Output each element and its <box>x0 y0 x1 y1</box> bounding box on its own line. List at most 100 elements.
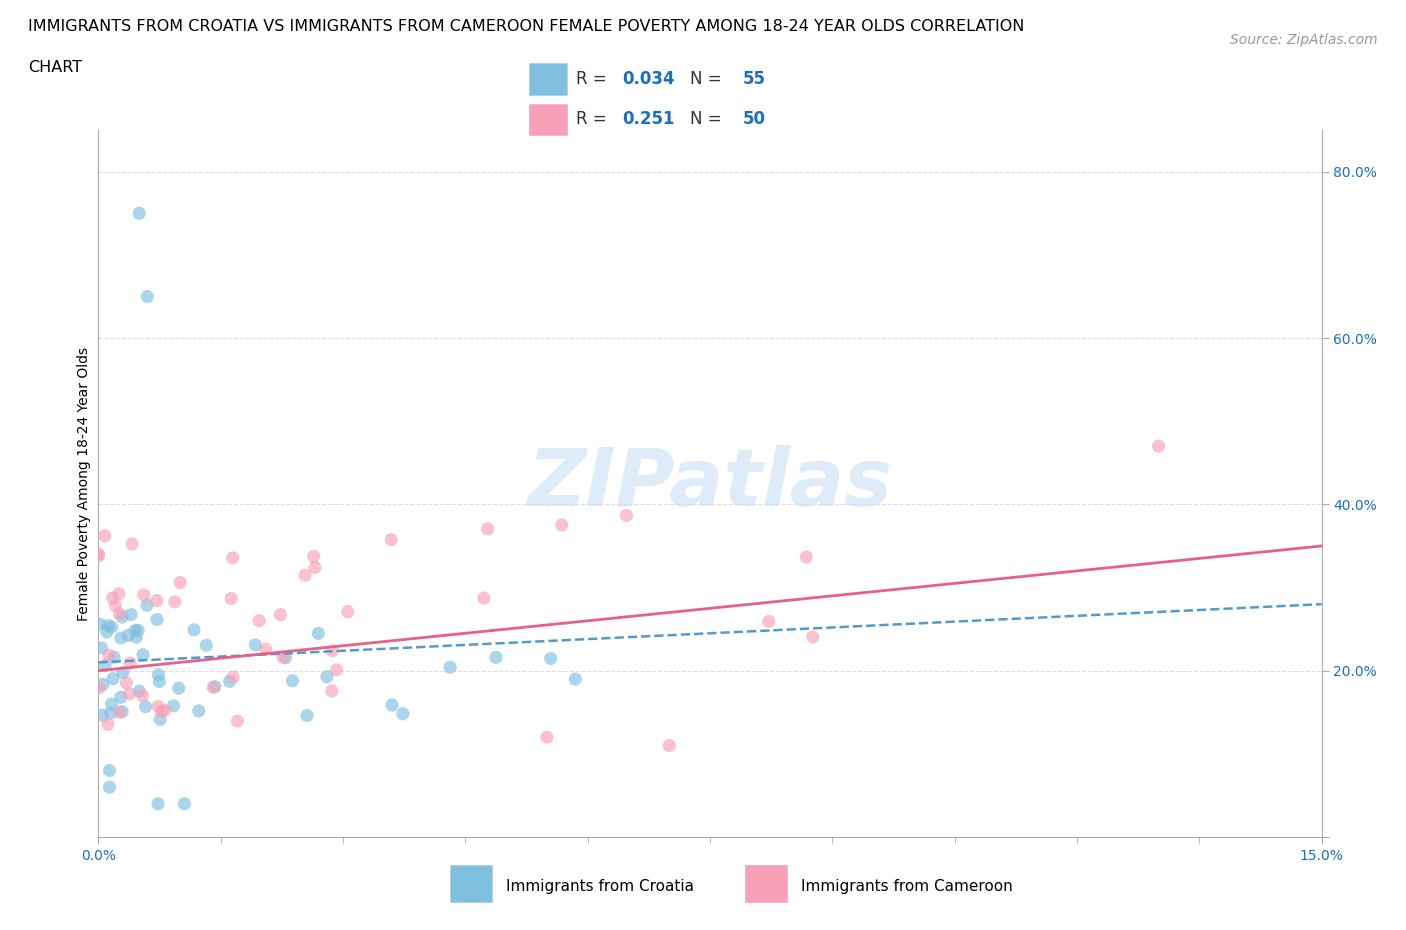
Point <box>307 626 329 641</box>
Text: IMMIGRANTS FROM CROATIA VS IMMIGRANTS FROM CAMEROON FEMALE POVERTY AMONG 18-24 Y: IMMIGRANTS FROM CROATIA VS IMMIGRANTS FR… <box>28 19 1025 33</box>
Text: R =: R = <box>576 111 617 128</box>
Point <box>115 675 138 690</box>
Point <box>1147 439 1170 454</box>
Point <box>226 713 249 728</box>
Point <box>108 587 131 602</box>
Point <box>173 796 195 811</box>
Point <box>104 598 127 613</box>
Point <box>148 668 170 683</box>
Point <box>121 537 143 551</box>
Point <box>118 686 141 701</box>
Text: R =: R = <box>576 70 612 87</box>
Point <box>128 684 150 698</box>
Point <box>135 699 157 714</box>
Point <box>254 642 277 657</box>
Point <box>94 528 117 543</box>
Point <box>439 659 461 674</box>
Point <box>336 604 359 619</box>
Point <box>222 670 245 684</box>
Point <box>145 593 167 608</box>
Point <box>117 628 139 643</box>
Point <box>127 623 149 638</box>
Point <box>269 607 291 622</box>
Text: N =: N = <box>690 70 727 87</box>
Point <box>146 796 169 811</box>
Text: 0.034: 0.034 <box>623 70 675 87</box>
Point <box>247 613 270 628</box>
Point <box>316 670 339 684</box>
Point <box>321 644 343 658</box>
Point <box>551 517 574 532</box>
Point <box>146 612 169 627</box>
Text: ZIPatlas: ZIPatlas <box>527 445 893 523</box>
Point <box>110 631 132 645</box>
Point <box>540 651 562 666</box>
Point <box>281 673 304 688</box>
Point <box>97 647 120 662</box>
Point <box>321 684 343 698</box>
Point <box>485 650 508 665</box>
Bar <box>530 103 567 136</box>
Point <box>108 705 131 720</box>
Point <box>100 619 122 634</box>
Point <box>100 697 122 711</box>
Point <box>167 681 190 696</box>
Point <box>536 730 558 745</box>
Point <box>169 575 191 590</box>
Point <box>304 560 326 575</box>
Point <box>108 606 131 621</box>
Point <box>132 588 155 603</box>
Text: 50: 50 <box>742 111 766 128</box>
Point <box>183 622 205 637</box>
Point <box>146 699 169 714</box>
Point <box>125 630 148 644</box>
Point <box>103 650 125 665</box>
Text: 55: 55 <box>742 70 766 87</box>
Point <box>111 610 134 625</box>
Point <box>801 630 824 644</box>
Point <box>149 711 172 726</box>
Point <box>128 206 150 220</box>
Point <box>101 591 124 605</box>
Point <box>219 591 242 606</box>
Point <box>150 704 173 719</box>
Point <box>111 704 134 719</box>
Point <box>162 698 184 713</box>
Text: N =: N = <box>690 111 727 128</box>
Point <box>96 624 118 639</box>
Point <box>87 681 110 696</box>
Point <box>136 598 159 613</box>
Point <box>153 703 176 718</box>
Point <box>87 547 110 562</box>
Point <box>91 708 114 723</box>
Point <box>98 779 121 794</box>
Point <box>381 698 404 712</box>
Point <box>392 707 415 722</box>
Point <box>380 532 402 547</box>
Point <box>325 662 347 677</box>
Point <box>131 688 153 703</box>
Point <box>295 708 318 723</box>
Point <box>132 647 155 662</box>
Point <box>90 641 112 656</box>
Bar <box>530 63 567 95</box>
Point <box>564 671 586 686</box>
Point <box>97 618 120 633</box>
Point <box>472 591 495 605</box>
Point <box>111 665 134 680</box>
Point <box>98 763 121 777</box>
Point <box>477 522 499 537</box>
Text: CHART: CHART <box>28 60 82 75</box>
Point <box>94 658 117 673</box>
Point <box>302 549 325 564</box>
Point <box>120 656 142 671</box>
Point <box>97 717 120 732</box>
Point <box>101 671 124 686</box>
Point <box>222 551 245 565</box>
Point <box>794 550 817 565</box>
Text: Source: ZipAtlas.com: Source: ZipAtlas.com <box>1230 33 1378 46</box>
Point <box>616 508 638 523</box>
Point <box>758 614 780 629</box>
Point <box>120 607 142 622</box>
Point <box>163 594 186 609</box>
